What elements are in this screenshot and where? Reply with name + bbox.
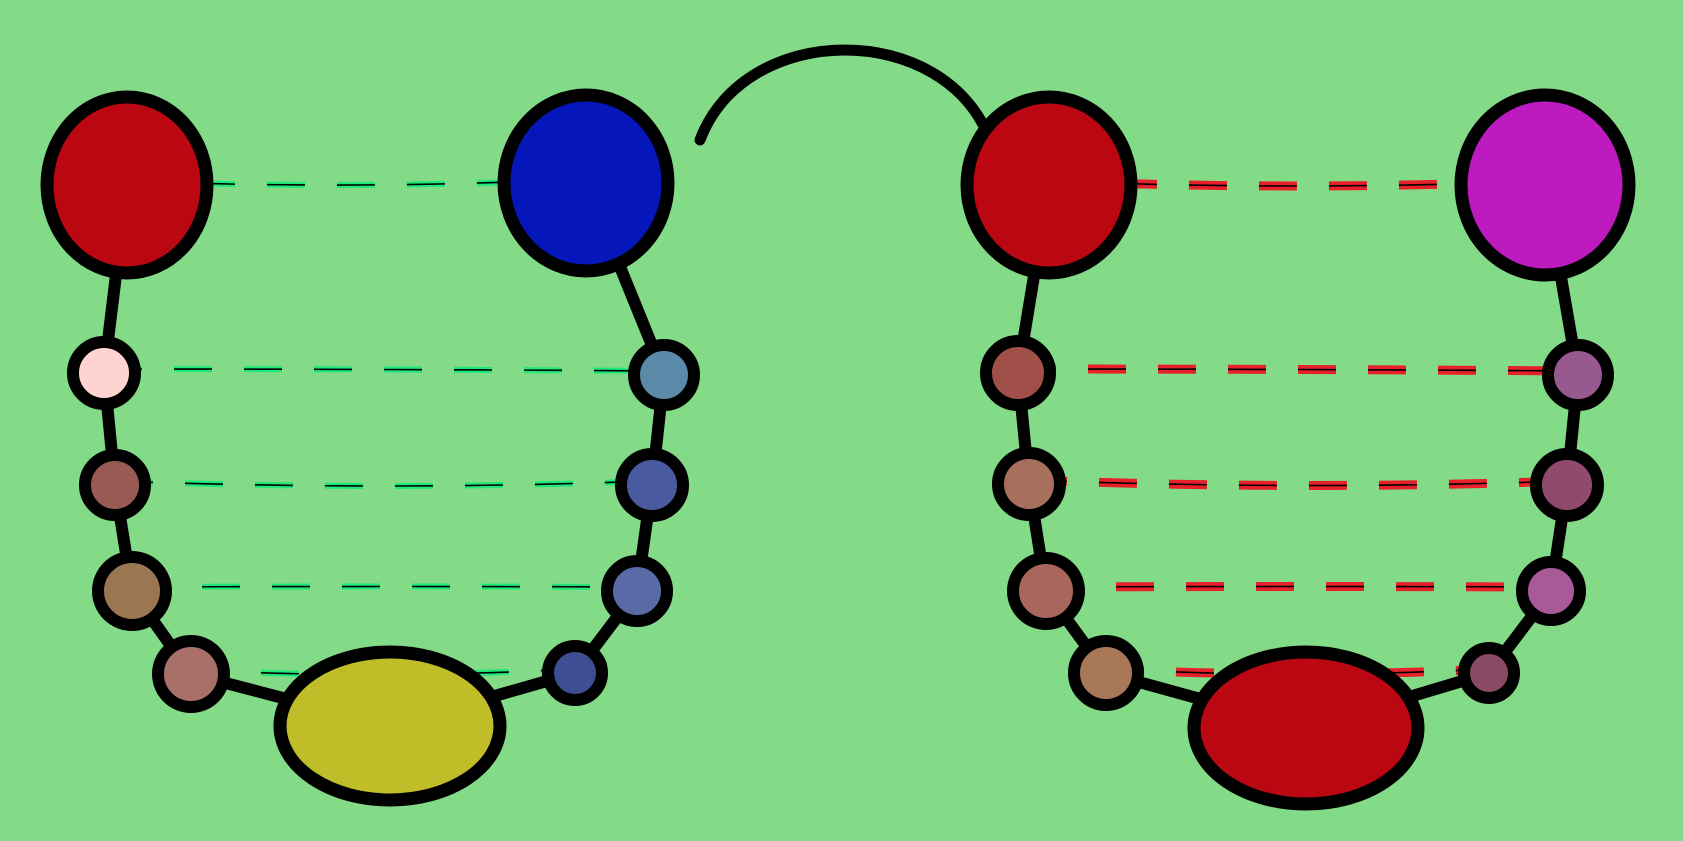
- node-l-b3: [601, 555, 673, 627]
- node-l-top-left: [40, 90, 214, 280]
- node-r-top-left: [960, 90, 1138, 280]
- node-r-a3: [1007, 552, 1085, 630]
- node-r-b3: [1516, 556, 1586, 626]
- pairing-link: [131, 583, 638, 590]
- node-l-a4: [152, 635, 230, 713]
- nodes-layer: [40, 88, 1636, 811]
- node-r-a4: [1068, 635, 1144, 711]
- node-l-a2: [79, 449, 151, 521]
- backbone-layer: [98, 177, 1584, 734]
- pairing-link: [1045, 582, 1552, 592]
- node-r-top-right: [1454, 88, 1636, 282]
- node-r-a2: [992, 447, 1066, 521]
- node-l-a1: [67, 336, 141, 410]
- node-l-a3: [92, 551, 172, 631]
- node-r-b2: [1530, 448, 1604, 522]
- pairing-link: [114, 478, 653, 489]
- pairing-links-layer: [103, 176, 1579, 679]
- node-r-b4: [1458, 642, 1520, 704]
- pairing-link: [1028, 475, 1568, 491]
- node-r-a1: [980, 335, 1056, 411]
- connector-arc-layer: [694, 44, 996, 146]
- node-l-b2: [615, 448, 689, 522]
- node-r-b1: [1542, 339, 1614, 411]
- pairing-link: [126, 176, 587, 189]
- node-l-b4: [542, 640, 608, 706]
- node-r-bottom: [1187, 645, 1425, 811]
- connector-arc: [694, 44, 996, 146]
- node-l-bottom: [273, 645, 507, 807]
- node-l-b1: [628, 339, 700, 411]
- pairing-link: [1017, 364, 1579, 376]
- pairing-link: [103, 366, 665, 374]
- node-l-top-right: [497, 88, 675, 278]
